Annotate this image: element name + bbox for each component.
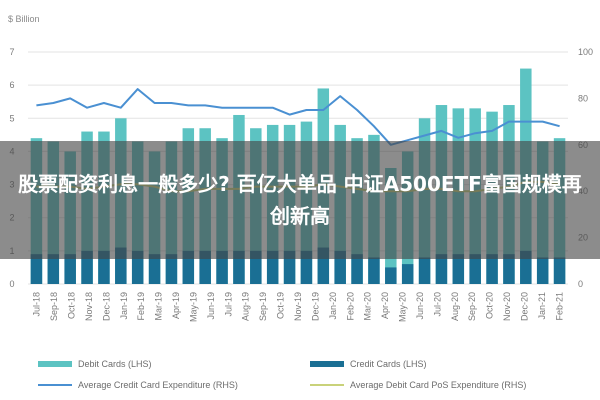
x-tick-label: May-20: [398, 292, 408, 322]
legend-debit-cards: Debit Cards (LHS): [38, 359, 152, 369]
credit-card-bar: [553, 257, 566, 284]
x-tick-label: Jan-20: [328, 292, 338, 320]
legend-avg-credit: Average Credit Card Expenditure (RHS): [38, 380, 238, 390]
credit-card-bar: [536, 257, 549, 284]
legend-avg-debit-pos: Average Debit Card PoS Expenditure (RHS): [310, 380, 526, 390]
credit-card-bar: [300, 250, 313, 284]
x-tick-label: Aug-19: [241, 292, 251, 321]
x-tick-label: Apr-20: [380, 292, 390, 319]
legend-label-credit-cards: Credit Cards (LHS): [350, 359, 427, 369]
credit-card-bar: [30, 254, 43, 284]
x-tick-label: Jan-21: [537, 292, 547, 320]
credit-card-bar: [98, 250, 110, 284]
x-tick-label: Aug-20: [450, 292, 460, 321]
x-tick-label: Apr-19: [171, 292, 181, 319]
x-tick-label: Sep-18: [49, 292, 59, 321]
x-tick-label: Mar-19: [154, 292, 164, 321]
x-tick-label: Nov-18: [84, 292, 94, 321]
credit-card-bar: [334, 250, 346, 284]
legend-swatch-credit-cards: [310, 361, 344, 367]
credit-card-bar: [199, 250, 211, 284]
x-tick-label: Dec-18: [101, 292, 111, 321]
left-tick-label: 0: [9, 279, 14, 289]
credit-card-bar: [520, 250, 532, 284]
left-tick-label: 5: [9, 113, 14, 123]
x-tick-label: May-19: [188, 292, 198, 322]
credit-card-bar: [64, 254, 76, 284]
credit-card-bar: [401, 264, 414, 284]
credit-card-bar: [435, 254, 448, 284]
credit-card-bar: [81, 250, 93, 284]
legend-swatch-avg-credit: [38, 384, 72, 386]
x-tick-label: Oct-19: [276, 292, 286, 319]
credit-card-bar: [216, 250, 228, 284]
legend-swatch-avg-debit-pos: [310, 384, 344, 386]
x-tick-label: Mar-20: [363, 292, 373, 321]
x-tick-label: Jul-20: [432, 292, 442, 317]
credit-card-bar: [418, 257, 431, 284]
x-tick-label: Oct-18: [67, 292, 77, 319]
x-tick-label: Feb-21: [554, 292, 564, 321]
avg-credit-expenditure-line: [36, 88, 560, 146]
credit-card-bar: [115, 247, 127, 284]
x-tick-label: Nov-19: [293, 292, 303, 321]
headline-overlay: 股票配资利息一般多少? 百亿大单品 中证A500ETF富国规模再创新高: [0, 141, 600, 259]
legend-label-avg-credit: Average Credit Card Expenditure (RHS): [78, 380, 238, 390]
credit-card-bar: [266, 250, 279, 284]
x-tick-label: Jan-19: [119, 292, 129, 320]
left-axis-unit-label: $ Billion: [8, 14, 40, 24]
credit-card-bar: [317, 247, 330, 284]
credit-card-bar: [351, 254, 363, 284]
credit-card-bar: [385, 267, 397, 284]
credit-card-bar: [47, 254, 60, 284]
x-tick-label: Feb-20: [345, 292, 355, 321]
credit-card-bar: [486, 254, 498, 284]
credit-card-bar: [469, 254, 481, 284]
right-tick-label: 0: [578, 279, 583, 289]
credit-card-bar: [503, 254, 515, 284]
credit-card-bar: [148, 254, 161, 284]
credit-card-bar: [131, 250, 144, 284]
x-tick-label: Jun-20: [415, 292, 425, 320]
right-tick-label: 100: [578, 47, 593, 57]
left-tick-label: 6: [9, 80, 14, 90]
legend-swatch-debit-cards: [38, 361, 72, 367]
credit-card-bar: [182, 250, 195, 284]
credit-card-bar: [165, 254, 178, 284]
x-tick-label: Sep-20: [467, 292, 477, 321]
x-tick-label: Jul-18: [32, 292, 42, 317]
x-tick-label: Dec-19: [310, 292, 320, 321]
x-tick-label: Feb-19: [136, 292, 146, 321]
credit-card-bar: [233, 250, 245, 284]
x-tick-label: Jul-19: [223, 292, 233, 317]
left-tick-label: 7: [9, 47, 14, 57]
chart-legend: Debit Cards (LHS) Credit Cards (LHS) Ave…: [0, 355, 600, 400]
credit-card-bar: [368, 257, 380, 284]
x-tick-label: Oct-20: [485, 292, 495, 319]
headline-text: 股票配资利息一般多少? 百亿大单品 中证A500ETF富国规模再创新高: [18, 172, 582, 228]
x-tick-label: Nov-20: [502, 292, 512, 321]
right-tick-label: 80: [578, 93, 588, 103]
x-tick-label: Sep-19: [258, 292, 268, 321]
legend-label-avg-debit-pos: Average Debit Card PoS Expenditure (RHS): [350, 380, 527, 390]
legend-label-debit-cards: Debit Cards (LHS): [78, 359, 152, 369]
legend-credit-cards: Credit Cards (LHS): [310, 359, 427, 369]
credit-card-bar: [283, 250, 296, 284]
x-tick-label: Dec-20: [519, 292, 529, 321]
credit-card-bar: [250, 250, 262, 284]
credit-card-bar: [452, 254, 465, 284]
x-tick-label: Jun-19: [206, 292, 216, 320]
